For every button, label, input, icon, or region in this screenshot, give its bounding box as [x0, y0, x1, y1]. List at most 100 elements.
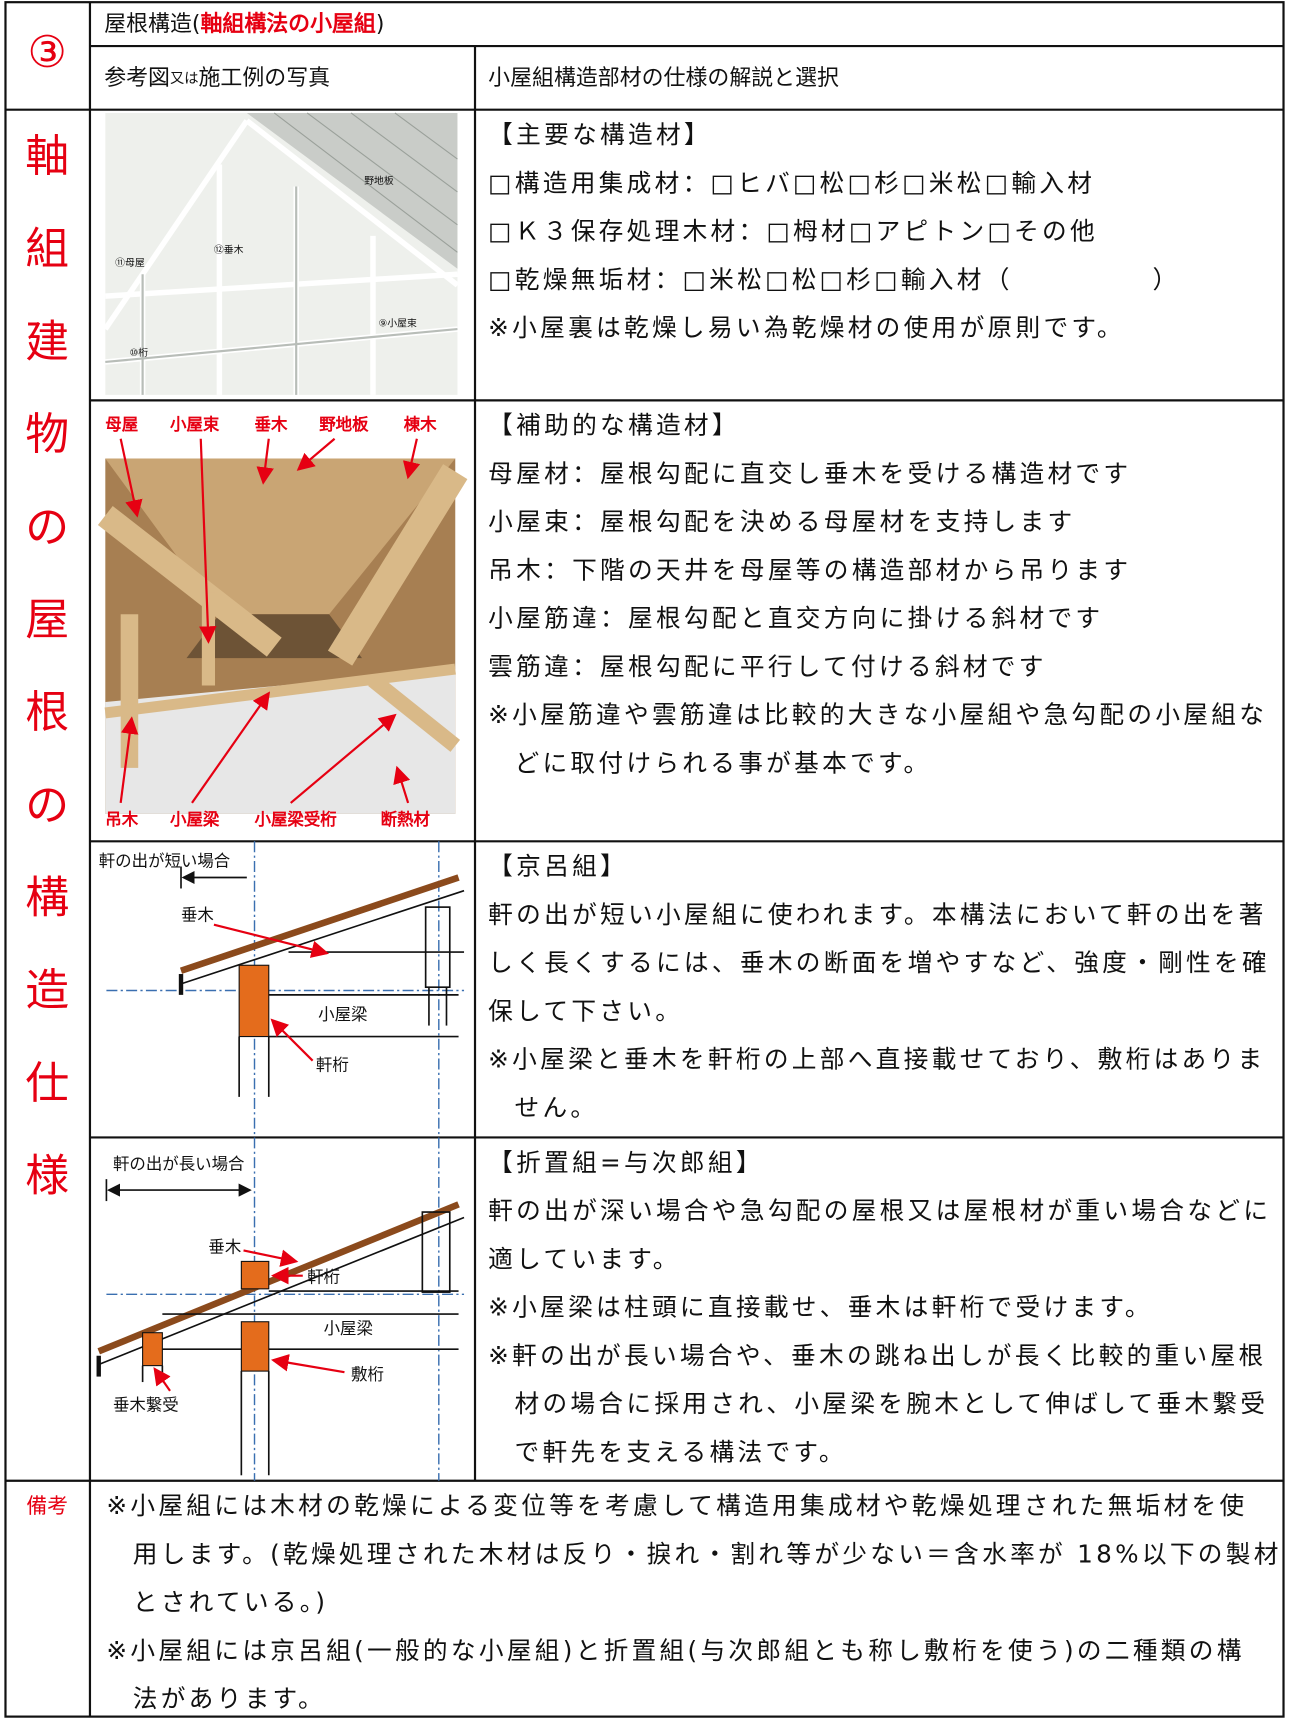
diagram-label: 軒桁 [316, 1056, 349, 1075]
side-label-char: 物 [25, 409, 69, 460]
text-line: ※小屋裏は乾燥し易い為乾燥材の使用が原則です。 [488, 313, 1125, 342]
diagram-label: 小屋梁 [318, 1005, 367, 1024]
photo-label: 野地板 [319, 415, 369, 434]
text-line: 吊木：下階の天井を母屋等の構造部材から吊ります [488, 555, 1131, 584]
text-line: 母屋材：屋根勾配に直交し垂木を受ける構造材です [488, 459, 1131, 488]
shape [119, 716, 139, 804]
shape [256, 438, 274, 485]
shape [97, 1201, 460, 1355]
text-line: 適しています。 [488, 1244, 681, 1273]
text-line: しく長くするには、垂木の断面を増やすなど、強度・剛性を確 [488, 948, 1270, 977]
text-line: ※小屋組には木材の乾燥による変位等を考慮して構造用集成材や乾燥処理された無垢材を… [106, 1491, 1247, 1520]
photo-label: 母屋 [105, 415, 138, 434]
diagram-label: 垂木繋受 [113, 1396, 179, 1415]
figure-label: 野地板 [364, 174, 394, 187]
shape [153, 1367, 171, 1392]
shape [104, 663, 456, 719]
photo-label: 小屋束 [170, 415, 220, 434]
text-line: ※小屋筋違や雲筋違は比較的大きな小屋組や急勾配の小屋組な [488, 700, 1267, 729]
table-grid [4, 1, 1285, 1718]
title-prefix: 屋根構造( [104, 12, 200, 37]
photo-label: 吊木 [105, 810, 138, 829]
column-header-part: 又は [170, 70, 199, 87]
shape [402, 438, 421, 480]
text-line: せん。 [515, 1093, 599, 1122]
side-label-char: 構 [25, 873, 69, 924]
side-label-char: 様 [25, 1151, 69, 1202]
shape [191, 691, 271, 804]
side-label-char: 建 [25, 316, 69, 367]
side-label-char: の [25, 780, 69, 831]
shape [105, 186, 458, 395]
figure-label: ⑪母屋 [115, 257, 145, 269]
shape [270, 1018, 314, 1062]
text-line: 【主要な構造材】 [488, 120, 712, 149]
section-number: ③ [28, 27, 67, 78]
diagram-label: 軒の出が長い場合 [113, 1154, 245, 1173]
shape [180, 889, 465, 985]
column-header: 小屋組構造部材の仕様の解説と選択 [488, 66, 839, 91]
text-line: 軒の出が深い場合や急勾配の屋根又は屋根材が重い場合などに [488, 1196, 1271, 1225]
side-label-char: の [25, 502, 69, 553]
shape [273, 112, 458, 253]
shape [246, 112, 458, 269]
text-line: ※小屋梁と垂木を軒桁の上部へ直接載せており、敷桁はありま [488, 1045, 1265, 1074]
shape [243, 1249, 299, 1267]
kyoro-diagram: 軒の出が短い場合 垂木 小屋梁 軒桁 [99, 841, 465, 1138]
text-line: 材の場合に採用され、小屋梁を腕木として伸ばして垂木繋受 [515, 1389, 1269, 1418]
side-label-char: 造 [25, 965, 69, 1016]
text-line: □Ｋ３保存処理木材：□栂材□アピトン□その他 [488, 217, 1098, 246]
text-line: どに取付けられる事が基本です。 [515, 749, 932, 778]
figure-label: ⑩桁 [129, 346, 148, 359]
shape [213, 923, 330, 958]
shape [327, 464, 468, 666]
diagram-label: 敷桁 [351, 1365, 384, 1384]
shape [119, 437, 421, 804]
shape [350, 112, 458, 193]
shape [142, 1332, 163, 1367]
shape [421, 1211, 451, 1293]
diagram-label: 軒桁 [307, 1267, 340, 1286]
shape [245, 118, 460, 288]
title-suffix: ) [376, 12, 385, 37]
text-line: □乾燥無垢材：□米松□松□杉□輸入材（ ） [488, 265, 1180, 294]
photo-label: 断熱材 [381, 810, 431, 829]
shape [424, 906, 451, 989]
header-title: 屋根構造(軸組構法の小屋組) [104, 11, 384, 37]
side-label-char: 仕 [25, 1058, 69, 1109]
shape [179, 874, 460, 974]
shape [199, 438, 217, 644]
figure-label: ⑨小屋束 [378, 318, 417, 330]
shape [105, 327, 458, 364]
column-header-part: 参考図 [104, 66, 170, 91]
shape [97, 464, 468, 768]
text-line: □構造用集成材：□ヒバ□松□杉□米松□輸入材 [488, 168, 1095, 197]
text-line: とされている。) [133, 1588, 329, 1617]
photo-label: 棟木 [404, 415, 437, 434]
shape [119, 438, 143, 518]
diagram-label: 垂木 [181, 905, 214, 924]
text-line: 【補助的な構造材】 [488, 411, 740, 440]
shape [394, 112, 458, 160]
attic-photo: 母屋 小屋束 垂木 野地板 棟木 吊木 小屋梁 小屋梁受桁 断熱材 [97, 415, 468, 829]
shape [4, 1, 1285, 1718]
text-line: ※小屋梁は柱頭に直接載せ、垂木は軒桁で受けます。 [488, 1293, 1153, 1322]
shape [238, 964, 270, 1038]
diagram-label: 垂木 [208, 1238, 241, 1257]
text-line: 【折置組=与次郎組】 [488, 1148, 764, 1177]
diagram-label: 小屋梁 [324, 1319, 373, 1338]
photo-label: 垂木 [255, 415, 288, 434]
side-label-char: 軸 [25, 131, 69, 182]
side-label-char: 屋 [25, 594, 69, 645]
text-line: ※軒の出が長い場合や、垂木の跳ね出しが長く比較的重い屋根 [488, 1341, 1266, 1370]
text-line: 軒の出が短い小屋組に使われます。本構法において軒の出を著 [488, 900, 1267, 929]
text-line: 法があります。 [133, 1684, 326, 1713]
text-line: 小屋筋違：屋根勾配と直交方向に掛ける斜材です [488, 604, 1103, 633]
shape [240, 1321, 270, 1372]
frame-sketch: 野地板 ⑪母屋 ⑫垂木 ⑨小屋束 ⑩桁 [103, 112, 460, 395]
shape [368, 674, 461, 752]
text-line: 保して下さい。 [488, 996, 683, 1025]
text-line: で軒先を支える構法です。 [515, 1437, 847, 1466]
